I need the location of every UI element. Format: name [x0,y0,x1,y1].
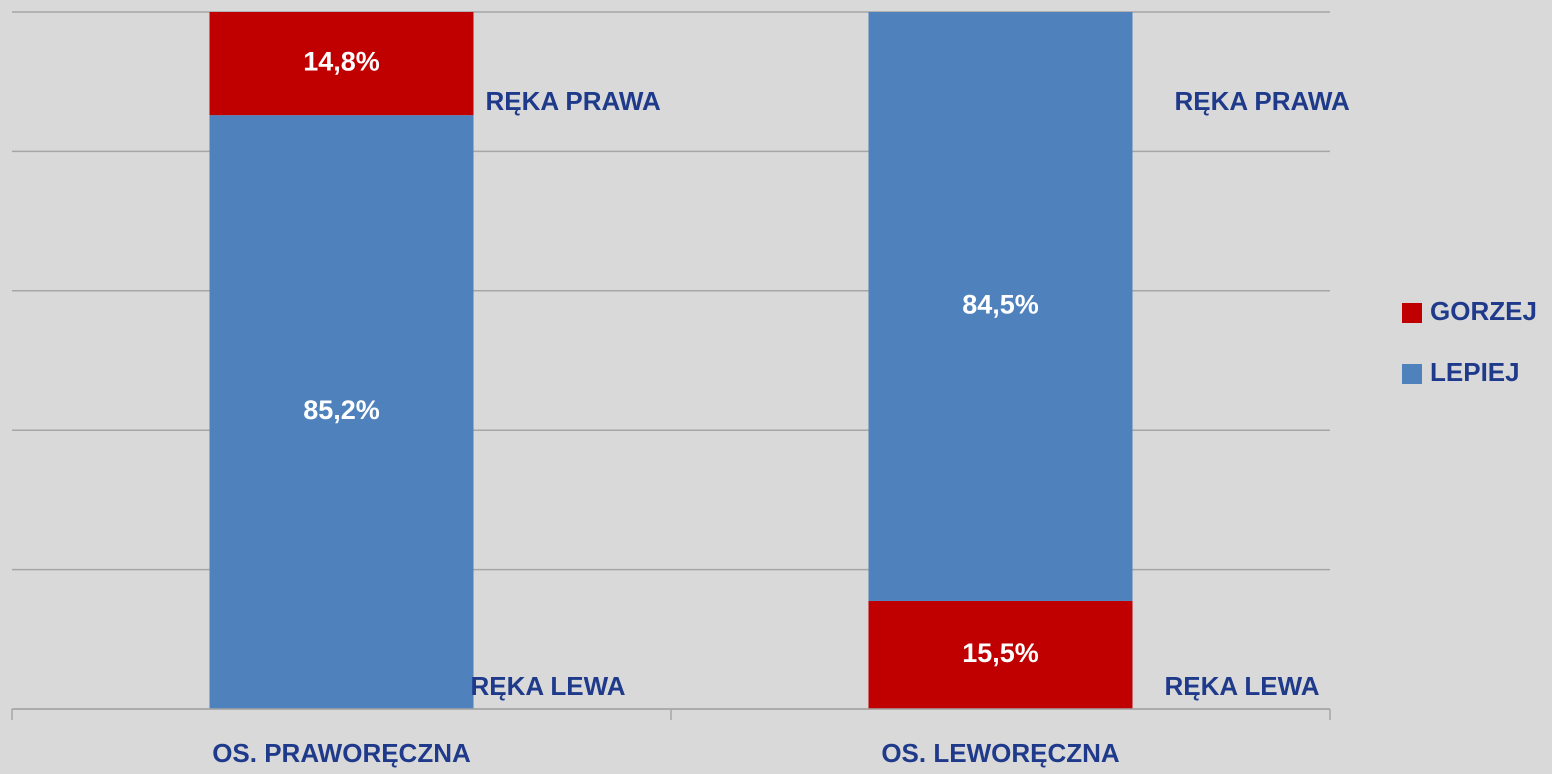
data-label: 84,5% [962,290,1039,320]
bar-segment [868,600,1133,709]
x-tick-label: OS. LEWORĘCZNA [881,738,1120,768]
annotation: RĘKA PRAWA [486,86,661,116]
bar-segment [209,115,474,709]
legend-swatch [1402,303,1422,323]
legend-swatch [1402,364,1422,384]
x-tick-label: OS. PRAWORĘCZNA [212,738,471,768]
data-label: 85,2% [303,395,380,425]
legend-label: GORZEJ [1430,296,1537,326]
bar-segment [209,12,474,116]
data-label: 15,5% [962,638,1039,668]
bar-segment [868,12,1133,601]
annotation: RĘKA PRAWA [1175,86,1350,116]
data-label: 14,8% [303,47,380,77]
annotation: RĘKA LEWA [1165,671,1320,701]
legend-label: LEPIEJ [1430,357,1520,387]
annotation: RĘKA LEWA [471,671,626,701]
